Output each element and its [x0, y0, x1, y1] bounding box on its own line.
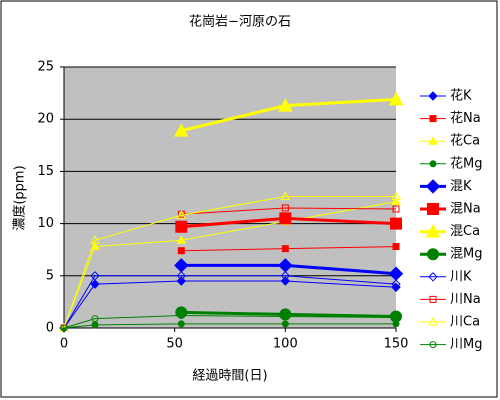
marker: [280, 271, 291, 281]
marker: [429, 295, 437, 303]
x-tick-label: 0: [60, 337, 68, 352]
marker: [90, 279, 100, 289]
series-line: [181, 207, 397, 215]
marker: [392, 243, 400, 251]
x-tick-label: 50: [166, 337, 183, 352]
legend-label: 川Mg: [450, 337, 482, 352]
plot-area: [64, 67, 396, 328]
marker: [280, 191, 291, 200]
chart-title: 花崗岩−河原の石: [189, 14, 291, 30]
legend-label: 混K: [450, 179, 472, 194]
y-tick-label: 15: [37, 164, 54, 179]
marker: [176, 210, 187, 219]
legend-label: 川Ca: [450, 315, 480, 330]
marker: [91, 315, 99, 323]
marker: [90, 271, 100, 281]
marker: [279, 308, 292, 321]
marker: [279, 212, 292, 225]
marker: [425, 179, 441, 194]
x-tick-label: 150: [384, 337, 409, 352]
x-tick-label: 100: [273, 337, 298, 352]
marker: [428, 91, 438, 101]
legend-label: 花Mg: [450, 155, 482, 171]
marker: [392, 314, 400, 322]
marker: [177, 311, 185, 319]
marker: [176, 271, 187, 281]
series-line: [63, 195, 396, 329]
marker: [429, 341, 437, 349]
marker: [281, 245, 289, 253]
legend-label: 川K: [450, 269, 472, 284]
marker: [91, 321, 99, 329]
marker: [176, 276, 187, 286]
legend-label: 混Ca: [450, 224, 480, 239]
marker: [277, 98, 293, 112]
marker: [177, 320, 185, 328]
marker: [391, 196, 401, 206]
marker: [429, 115, 437, 123]
marker: [428, 272, 438, 282]
marker: [176, 235, 187, 244]
y-axis-label: 濃度(ppm): [12, 165, 28, 230]
series-line: [63, 275, 397, 329]
legend-label: 混Mg: [450, 247, 482, 262]
y-tick-label: 25: [37, 60, 54, 75]
marker: [428, 136, 438, 145]
marker: [391, 191, 401, 200]
y-tick-label: 10: [37, 216, 54, 231]
marker: [427, 203, 439, 215]
legend-label: 混Na: [450, 202, 481, 217]
legend-label: 花K: [450, 88, 472, 104]
marker: [429, 160, 437, 168]
series-line: [63, 314, 397, 329]
marker: [173, 123, 189, 137]
marker: [281, 320, 289, 328]
marker: [280, 276, 291, 286]
marker: [428, 316, 438, 326]
marker: [392, 205, 400, 213]
marker: [388, 91, 404, 106]
marker: [60, 324, 68, 332]
marker: [177, 247, 185, 255]
y-tick-label: 5: [46, 268, 54, 283]
marker: [425, 224, 441, 238]
marker: [281, 204, 289, 212]
y-tick-label: 20: [37, 112, 54, 127]
legend-label: 花Na: [450, 110, 481, 126]
legend-label: 川Na: [450, 292, 481, 307]
legend-label: 花Ca: [450, 133, 480, 149]
x-axis-label: 経過時間(日): [192, 369, 267, 384]
marker: [90, 235, 100, 244]
marker: [391, 279, 401, 289]
y-tick-label: 0: [46, 321, 54, 336]
marker: [281, 313, 289, 321]
marker: [427, 248, 439, 261]
marker: [390, 217, 402, 230]
marker: [175, 220, 188, 233]
